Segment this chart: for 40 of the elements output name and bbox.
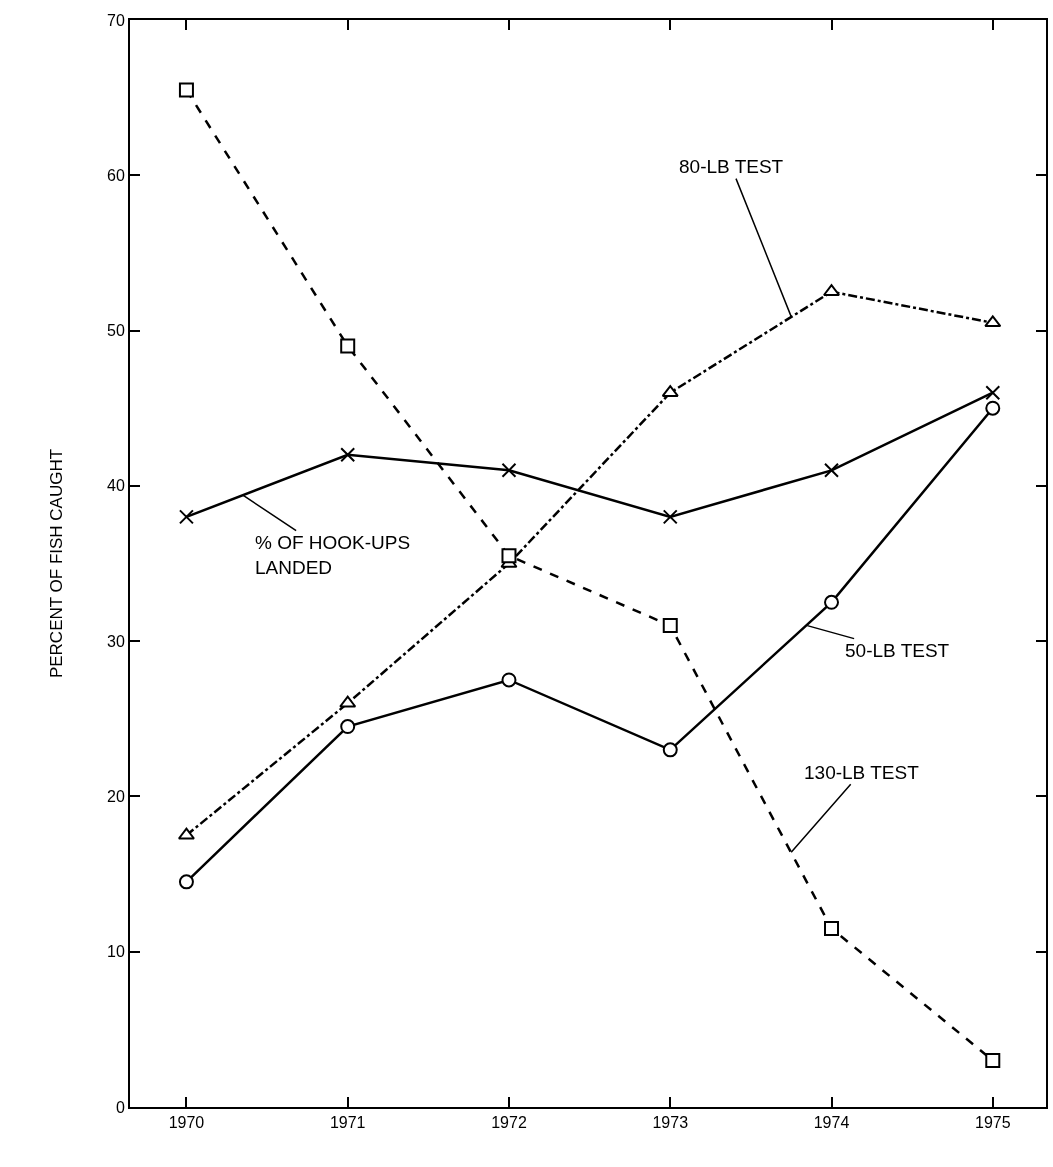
y-tick-label: 40	[107, 477, 125, 495]
point	[177, 827, 195, 840]
x-tick-label: 1974	[813, 1114, 850, 1132]
point	[178, 509, 194, 525]
annotation: 130-LB TEST	[804, 762, 920, 783]
point	[501, 462, 517, 478]
x-tick-label: 1972	[491, 1114, 527, 1132]
point	[340, 447, 356, 463]
y-tick-label: 50	[107, 322, 125, 340]
point	[340, 338, 356, 354]
point	[339, 695, 357, 708]
point	[340, 719, 356, 735]
point	[178, 82, 194, 98]
x-tick-label: 1975	[974, 1114, 1011, 1132]
point	[662, 509, 678, 525]
x-tick-label: 1971	[329, 1114, 366, 1132]
point	[984, 315, 1002, 328]
x-tick-label: 1973	[652, 1114, 689, 1132]
point	[501, 548, 517, 564]
annotation: 50-LB TEST	[845, 640, 950, 661]
y-tick-label: 30	[107, 632, 125, 650]
y-tick-label: 60	[107, 166, 125, 184]
annotation: 80-LB TEST	[679, 156, 784, 177]
point	[501, 672, 517, 688]
point	[824, 594, 840, 610]
point	[662, 618, 678, 634]
point	[824, 920, 840, 936]
annotation: % OF HOOK-UPS LANDED	[255, 532, 411, 578]
y-tick-label: 0	[115, 1098, 125, 1116]
y-tick-label: 70	[107, 11, 125, 29]
point	[985, 385, 1001, 401]
y-axis-title: PERCENT OF FISH CAUGHT	[47, 448, 67, 679]
y-tick-label: 20	[107, 788, 125, 806]
point	[178, 874, 194, 890]
point	[824, 462, 840, 478]
x-tick-label: 1970	[168, 1114, 205, 1132]
point	[985, 400, 1001, 416]
point	[662, 742, 678, 758]
point	[985, 1052, 1001, 1068]
y-tick-label: 10	[107, 943, 125, 961]
